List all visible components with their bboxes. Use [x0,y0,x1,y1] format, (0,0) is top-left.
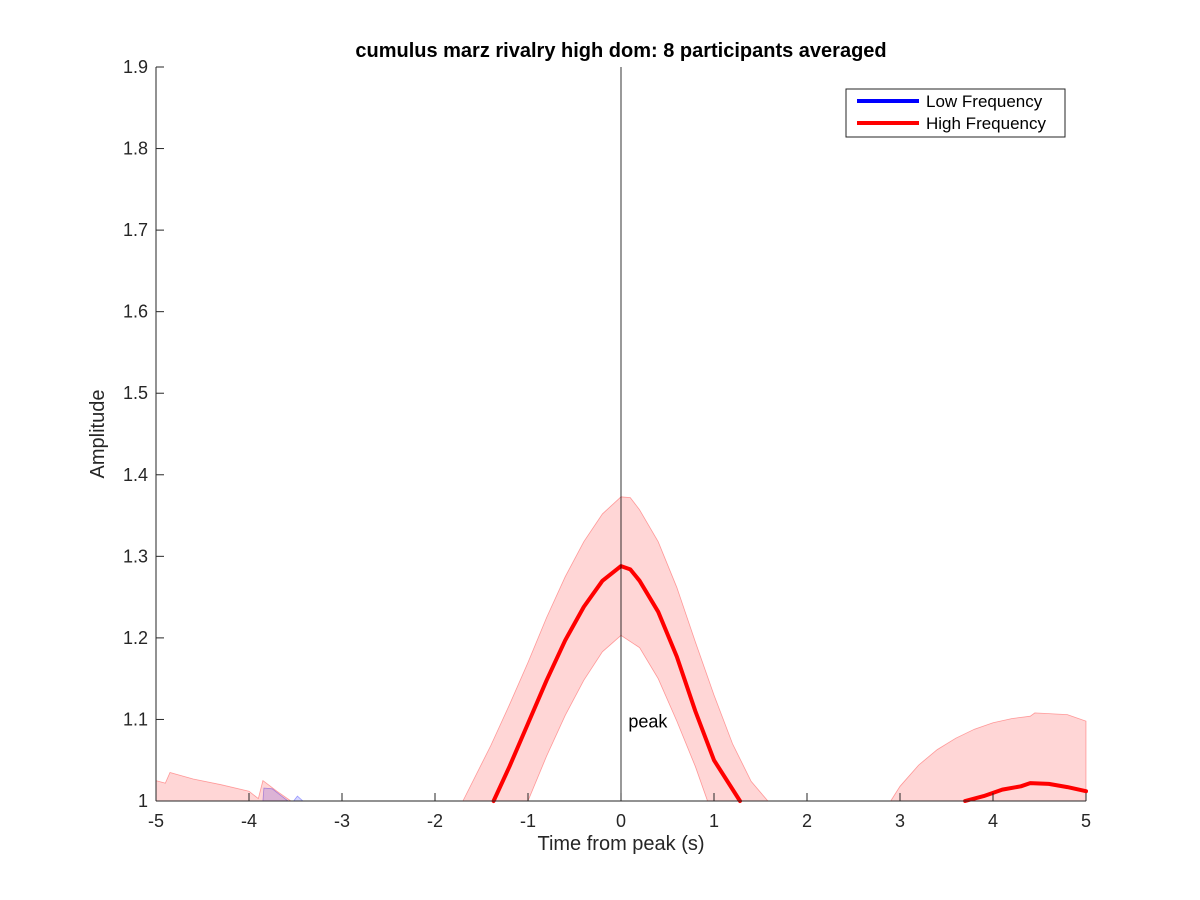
x-tick-label: 0 [616,811,626,831]
chart-title: cumulus marz rivalry high dom: 8 partici… [355,40,886,62]
legend-box [845,88,1066,138]
y-tick-label: 1.1 [123,709,148,729]
y-tick-label: 1.3 [123,546,148,566]
legend-label-high-frequency: High Frequency [926,114,1047,133]
y-tick-label: 1.5 [123,383,148,403]
x-tick-label: 2 [802,811,812,831]
peak-annotation: peak [628,712,668,732]
y-tick-label: 1.7 [123,220,148,240]
legend: Low Frequency High Frequency [845,88,1066,138]
x-tick-label: -1 [520,811,536,831]
y-axis-label: Amplitude [87,390,109,479]
axes [155,66,1087,802]
x-tick-label: -5 [148,811,164,831]
x-tick-label: 3 [895,811,905,831]
x-tick-label: 1 [709,811,719,831]
high-frequency-band-upper [155,772,293,802]
y-tick-label: 1.9 [123,57,148,77]
tick-labels: -5 -4 -3 -2 -1 0 1 2 3 4 5 1 1.1 1.2 1.3 1.4 1.5 1.6 1.7 1.… [123,57,1091,831]
y-tick-label: 1 [138,791,148,811]
x-tick-label: 5 [1081,811,1091,831]
high-frequency-band-lower [527,634,709,802]
confidence-bands [155,496,1087,802]
x-tick-label: -4 [241,811,257,831]
y-tick-label: 1.4 [123,465,148,485]
x-tick-label: 4 [988,811,998,831]
y-tick-label: 1.2 [123,628,148,648]
x-tick-label: -3 [334,811,350,831]
y-tick-label: 1.8 [123,139,148,159]
high-frequency-band-upper [889,712,1087,802]
x-tick-label: -2 [427,811,443,831]
y-tick-label: 1.6 [123,302,148,322]
x-axis-label: Time from peak (s) [537,833,704,855]
high-frequency-line [963,781,1088,803]
legend-label-low-frequency: Low Frequency [926,92,1043,111]
